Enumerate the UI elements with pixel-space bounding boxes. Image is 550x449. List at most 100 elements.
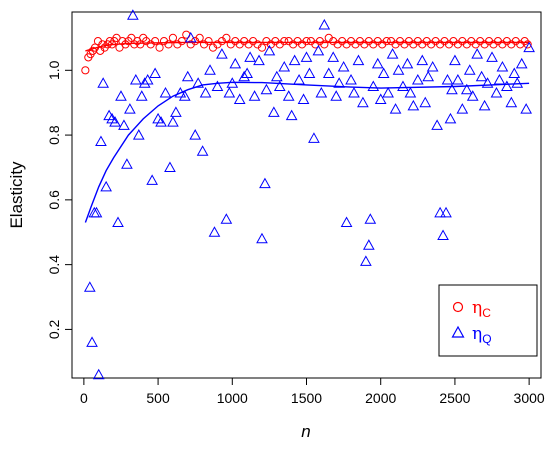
y-tick-label: 0.8 xyxy=(46,125,62,145)
eta-q-point xyxy=(138,77,151,88)
y-tick-label: 1.0 xyxy=(46,60,62,80)
y-tick-label: 0.4 xyxy=(46,255,62,275)
x-axis: 0 500 1000 1500 2000 2500 3000 xyxy=(80,378,545,406)
x-axis-title: n xyxy=(301,422,310,441)
eta-q-point xyxy=(357,96,369,108)
eta-q-point xyxy=(437,229,449,240)
legend-label-eta-q: ηQ xyxy=(472,324,492,346)
eta-q-point xyxy=(248,90,261,101)
eta-q-point xyxy=(327,51,340,62)
eta-c-point xyxy=(155,43,164,52)
legend-marker-circle xyxy=(452,301,464,313)
eta-q-point xyxy=(364,213,377,224)
eta-c-point xyxy=(222,33,231,43)
eta-c-point xyxy=(195,33,204,43)
eta-q-point xyxy=(115,90,127,101)
eta-q-point xyxy=(422,70,435,82)
eta-q-point xyxy=(112,216,124,228)
eta-q-point xyxy=(419,96,432,108)
eta-q-point xyxy=(481,77,494,88)
eta-q-point xyxy=(515,57,528,69)
eta-q-point xyxy=(322,67,335,79)
eta-q-point xyxy=(444,112,457,124)
eta-q-point xyxy=(216,48,228,59)
eta-q-point xyxy=(505,96,518,108)
eta-q-point xyxy=(389,103,402,114)
eta-q-point xyxy=(129,73,142,85)
eta-q-point xyxy=(404,86,417,98)
eta-q-point xyxy=(127,9,139,20)
eta-q-point xyxy=(90,206,103,218)
eta-q-point xyxy=(121,158,133,169)
eta-q-point xyxy=(270,70,283,82)
eta-c-point xyxy=(280,37,289,46)
eta-q-point xyxy=(426,61,439,72)
eta-q-point xyxy=(496,61,509,72)
y-axis: 0.2 0.4 0.6 0.8 1.0 xyxy=(46,60,72,339)
eta-q-point xyxy=(501,80,513,91)
eta-q-point xyxy=(282,90,295,101)
eta-q-point xyxy=(308,132,320,143)
eta-q-point xyxy=(478,99,491,111)
fit-curves xyxy=(84,41,530,223)
y-tick-label: 0.6 xyxy=(46,190,62,210)
eta-q-point xyxy=(285,109,298,121)
eta-q-point xyxy=(267,106,280,117)
eta-q-point xyxy=(86,336,98,347)
eta-q-point xyxy=(377,67,390,79)
eta-q-point xyxy=(170,106,182,117)
eta-q-point xyxy=(146,174,158,185)
eta-q-point xyxy=(401,57,414,69)
eta-q-point xyxy=(192,77,205,88)
eta-q-point xyxy=(174,86,187,98)
eta-q-point xyxy=(456,103,469,114)
eta-q-point xyxy=(244,51,256,62)
eta-q-point xyxy=(441,73,454,85)
eta-q-point xyxy=(431,119,443,130)
eta-q-point xyxy=(155,116,167,127)
eta-q-point xyxy=(167,116,179,127)
y-axis-title: Elasticity xyxy=(7,161,26,229)
eta-q-point xyxy=(471,48,484,59)
eta-q-point xyxy=(241,67,253,79)
eta-q-point xyxy=(352,54,365,66)
eta-c-point xyxy=(257,43,267,52)
eta-q-point xyxy=(493,73,506,85)
eta-q-point xyxy=(362,239,375,250)
eta-q-point xyxy=(92,368,105,380)
eta-q-point xyxy=(204,64,216,75)
eta-q-point xyxy=(345,73,357,85)
eta-q-point xyxy=(333,77,346,88)
legend-marker-triangle xyxy=(451,325,465,338)
legend-subscript-q: Q xyxy=(482,332,491,346)
eta-q-point xyxy=(220,213,233,224)
eta-q-point xyxy=(238,70,251,82)
eta-q-point xyxy=(337,61,350,72)
eta-q-point xyxy=(109,116,121,127)
eta-q-point xyxy=(382,86,394,98)
eta-q-point xyxy=(178,90,191,101)
eta-q-point xyxy=(159,86,172,98)
eta-q-point xyxy=(508,67,521,79)
eta-q-point xyxy=(520,103,533,114)
eta-q-point xyxy=(263,44,276,56)
eta-q-point xyxy=(475,70,488,82)
eta-q-point xyxy=(293,73,305,85)
y-tick-label: 0.2 xyxy=(46,319,62,339)
eta-q-point xyxy=(124,103,136,114)
eta-q-point xyxy=(486,51,498,62)
eta-c-point xyxy=(204,37,213,46)
eta-q-point xyxy=(360,255,372,266)
eta-q-point xyxy=(367,80,380,91)
eta-c-point xyxy=(382,37,391,46)
eta-q-point xyxy=(297,93,310,104)
eta-q-point xyxy=(181,70,194,82)
eta-c-point xyxy=(302,37,311,46)
eta-q-point xyxy=(223,86,236,98)
eta-q-point xyxy=(135,90,148,101)
eta-q-point xyxy=(446,83,458,95)
eta-q-point xyxy=(184,31,197,43)
eta-q-point xyxy=(233,93,246,104)
eta-q-point xyxy=(348,86,360,98)
